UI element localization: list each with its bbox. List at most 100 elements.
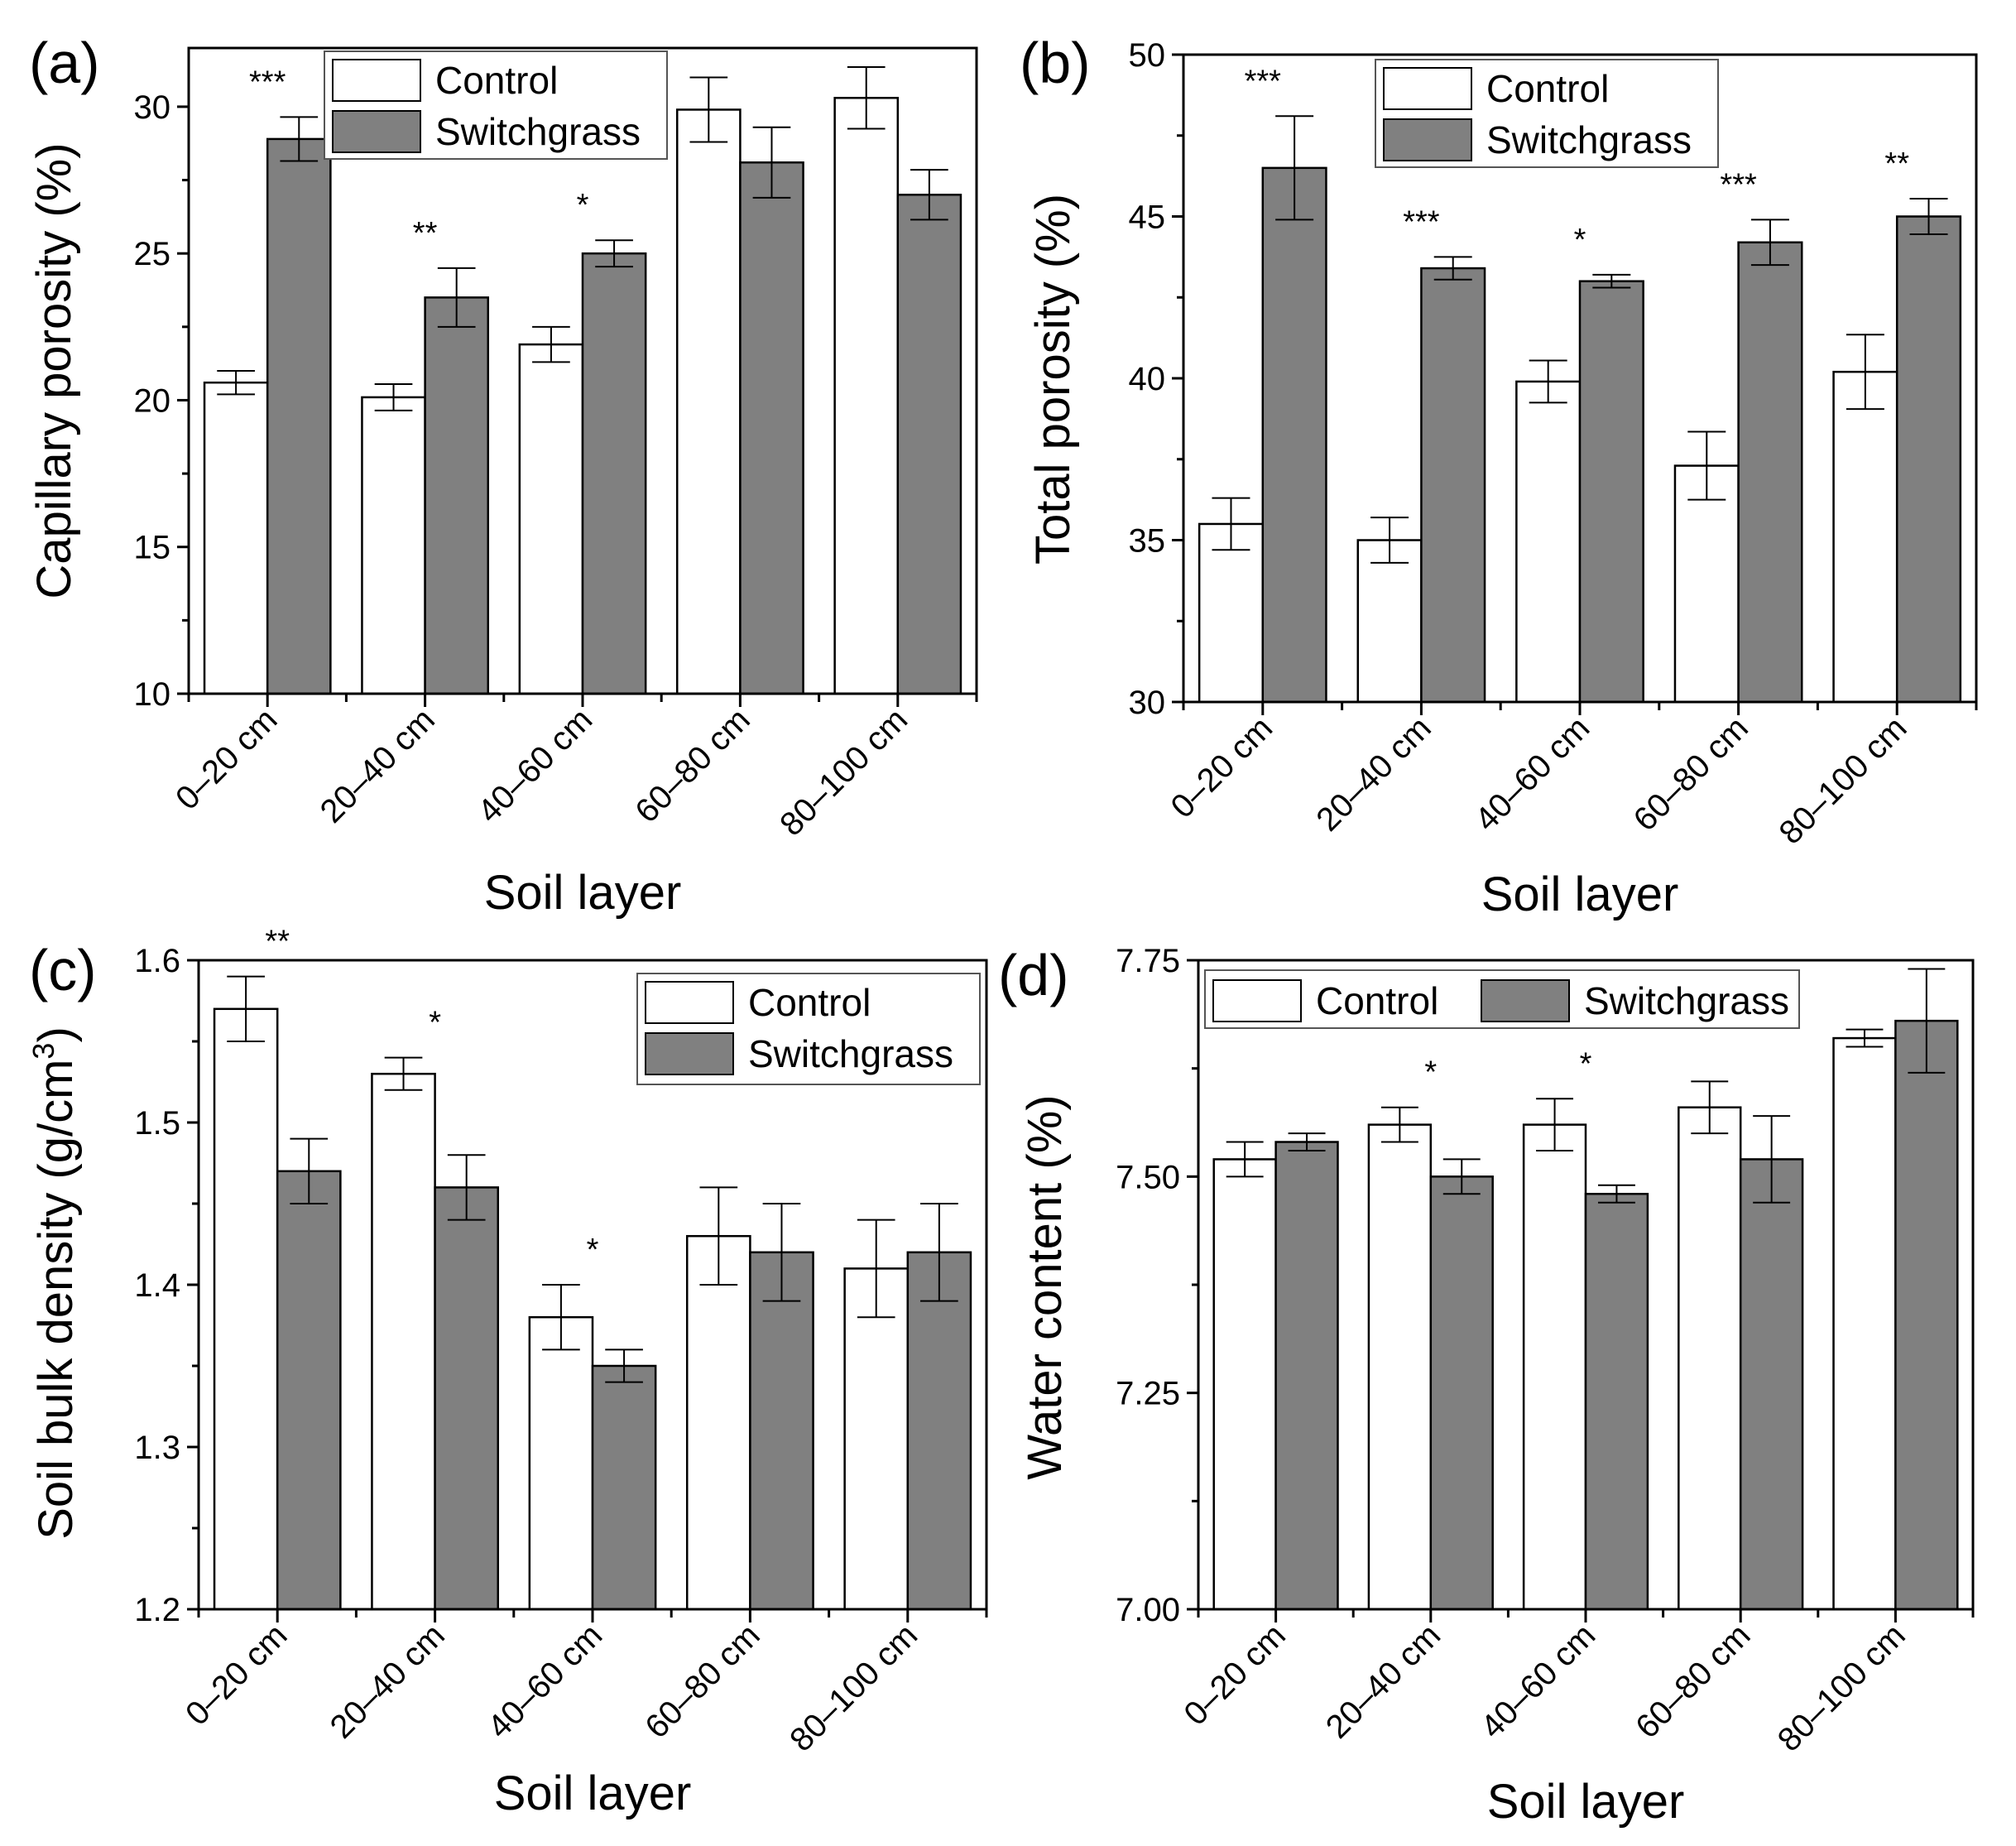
significance-marker: *** — [1245, 64, 1282, 99]
significance-marker: * — [429, 1006, 441, 1041]
x-tick-label: 80–100 cm — [1772, 709, 1913, 851]
y-tick-label: 1.5 — [134, 1105, 180, 1142]
x-tick-label: 80–100 cm — [783, 1617, 924, 1758]
x-tick-label: 40–60 cm — [1468, 709, 1596, 838]
significance-marker: ** — [265, 925, 290, 959]
bar-switchgrass-3 — [591, 1364, 657, 1611]
bar-switchgrass-3 — [1584, 1192, 1649, 1611]
y-tick-label: 1.4 — [134, 1267, 180, 1304]
bar-switchgrass-4 — [1737, 241, 1803, 704]
x-tick-label: 80–100 cm — [773, 701, 914, 843]
significance-marker: *** — [1720, 167, 1757, 202]
legend-label-switchgrass: Switchgrass — [435, 110, 641, 153]
legend-label-control: Control — [435, 59, 558, 102]
bar-control-2 — [1356, 539, 1423, 704]
x-axis-title: Soil layer — [484, 866, 682, 920]
bar-control-1 — [203, 381, 269, 695]
bar-control-1 — [213, 1007, 279, 1611]
bar-control-3 — [1515, 380, 1582, 704]
x-tick-label: 20–40 cm — [314, 701, 442, 829]
y-tick-label: 50 — [1129, 37, 1166, 74]
y-tick-label: 20 — [134, 382, 171, 419]
legend-label-control: Control — [1316, 979, 1438, 1022]
x-tick-label: 60–80 cm — [1627, 709, 1755, 838]
legend: Control Switchgrass — [636, 973, 981, 1085]
bar-switchgrass-2 — [1420, 267, 1486, 704]
x-tick-label: 60–80 cm — [638, 1617, 766, 1745]
bar-control-5 — [1832, 370, 1898, 704]
legend-label-switchgrass: Switchgrass — [748, 1032, 953, 1075]
x-axis-title: Soil layer — [1487, 1775, 1685, 1829]
y-axis-title: Capillary porosity (%) — [27, 142, 81, 599]
chart-panel-a: (a)Capillary porosity (%)Soil layer*****… — [27, 31, 978, 920]
legend-swatch-switchgrass — [645, 1032, 734, 1075]
x-tick-label: 20–40 cm — [1309, 709, 1438, 838]
x-tick-label: 0–20 cm — [1164, 709, 1280, 825]
legend-swatch-control — [332, 59, 421, 102]
bar-control-1 — [1212, 1158, 1277, 1611]
x-tick-label: 80–100 cm — [1771, 1617, 1913, 1758]
bar-switchgrass-1 — [276, 1170, 342, 1611]
bar-control-3 — [528, 1315, 594, 1611]
y-tick-label: 40 — [1129, 361, 1166, 397]
y-tick-label: 1.3 — [134, 1430, 180, 1466]
x-tick-label: 0–20 cm — [1177, 1617, 1293, 1733]
y-tick-label: 1.6 — [134, 943, 180, 979]
y-tick-label: 7.25 — [1116, 1376, 1180, 1412]
legend: Control Switchgrass — [1204, 969, 1800, 1029]
significance-marker: * — [1424, 1055, 1437, 1090]
y-tick-label: 10 — [134, 676, 171, 713]
bar-switchgrass-5 — [1895, 215, 1962, 704]
bar-control-5 — [833, 97, 900, 695]
legend-swatch-switchgrass — [1481, 979, 1570, 1022]
bar-switchgrass-3 — [1578, 280, 1644, 704]
legend-swatch-control — [1212, 979, 1302, 1022]
significance-marker: ** — [413, 216, 438, 251]
x-axis-title: Soil layer — [1481, 868, 1679, 921]
significance-marker: ** — [1884, 147, 1909, 181]
bar-control-2 — [371, 1072, 436, 1611]
panel-label: (a) — [29, 31, 100, 95]
bar-control-5 — [843, 1267, 910, 1611]
bar-switchgrass-2 — [1429, 1175, 1494, 1611]
bar-control-5 — [1832, 1036, 1897, 1611]
bar-switchgrass-3 — [581, 252, 647, 695]
y-tick-label: 30 — [134, 89, 171, 126]
bar-switchgrass-1 — [1261, 166, 1327, 704]
y-axis-title: Water content (%) — [1018, 1094, 1072, 1479]
bar-switchgrass-1 — [266, 137, 332, 695]
x-axis-title: Soil layer — [494, 1767, 692, 1820]
bar-switchgrass-4 — [1739, 1158, 1804, 1611]
y-tick-label: 30 — [1129, 685, 1166, 721]
significance-marker: *** — [1403, 204, 1440, 239]
bar-control-3 — [1522, 1123, 1587, 1611]
y-axis-title-superscript: 3 — [26, 1043, 60, 1060]
bar-switchgrass-4 — [749, 1251, 814, 1611]
x-tick-label: 20–40 cm — [324, 1617, 452, 1745]
bar-switchgrass-4 — [739, 161, 804, 695]
x-tick-label: 40–60 cm — [1474, 1617, 1602, 1745]
x-tick-label: 0–20 cm — [179, 1617, 295, 1733]
legend-label-control: Control — [748, 981, 871, 1024]
bar-switchgrass-1 — [1274, 1141, 1339, 1611]
bar-control-4 — [685, 1234, 751, 1611]
legend: Control Switchgrass — [324, 50, 668, 160]
x-tick-label: 0–20 cm — [169, 701, 285, 817]
bar-switchgrass-5 — [1894, 1019, 1959, 1611]
panel-label: (c) — [29, 938, 97, 1002]
y-axis-title-end: ) — [29, 1026, 83, 1042]
y-tick-label: 7.00 — [1116, 1592, 1180, 1628]
y-tick-label: 15 — [134, 530, 171, 566]
legend-label-switchgrass: Switchgrass — [1486, 118, 1692, 161]
y-tick-label: 45 — [1129, 200, 1166, 236]
legend-label-switchgrass: Switchgrass — [1584, 979, 1789, 1022]
significance-marker: * — [1580, 1046, 1592, 1081]
x-tick-label: 20–40 cm — [1319, 1617, 1447, 1745]
legend-swatch-switchgrass — [1383, 118, 1472, 161]
chart-panel-c: (c)Soil bulk density (g/cm3)Soil layer**… — [26, 925, 988, 1820]
y-tick-label: 35 — [1129, 523, 1166, 560]
bar-control-2 — [361, 396, 426, 695]
significance-marker: * — [1574, 223, 1586, 257]
bar-control-4 — [1678, 1106, 1742, 1611]
